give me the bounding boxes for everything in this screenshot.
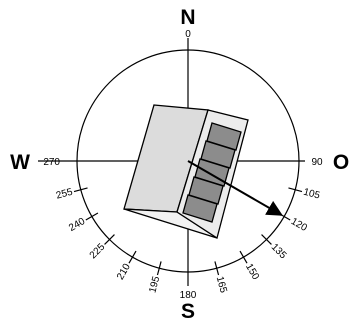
degree-tick [239, 250, 248, 264]
degree-tick-label: 210 [115, 261, 133, 281]
orientation-arrow [187, 160, 283, 216]
degree-tick-label: 105 [302, 187, 321, 202]
solar-panel [188, 176, 224, 205]
degree-tick-label: 255 [55, 187, 74, 202]
degree-tick [85, 212, 99, 221]
degree-label-90: 90 [311, 157, 323, 168]
degree-label-270: 270 [43, 157, 60, 168]
degree-label-0: 0 [185, 29, 191, 40]
solar-panel [182, 194, 218, 223]
solar-panel [206, 122, 242, 151]
cardinal-east: O [333, 151, 349, 174]
cardinal-west: W [10, 151, 30, 174]
degree-tick-label: 195 [147, 275, 162, 294]
degree-tick-label: 240 [67, 216, 87, 234]
cardinal-south: S [181, 300, 195, 323]
building [123, 104, 249, 240]
cardinal-north: N [180, 6, 195, 29]
degree-tick [104, 234, 115, 245]
degree-tick-label: 150 [243, 262, 261, 282]
degree-tick [214, 261, 220, 276]
degree-tick [288, 187, 303, 193]
degree-tick [73, 187, 88, 193]
degree-tick [261, 234, 272, 245]
degree-tick-label: 120 [289, 216, 309, 234]
degree-tick [128, 250, 137, 264]
degree-tick-label: 135 [269, 242, 289, 262]
degree-tick-label: 165 [214, 275, 229, 294]
degree-label-180: 180 [180, 290, 197, 301]
solar-panel [200, 140, 236, 169]
degree-tick [156, 261, 162, 276]
